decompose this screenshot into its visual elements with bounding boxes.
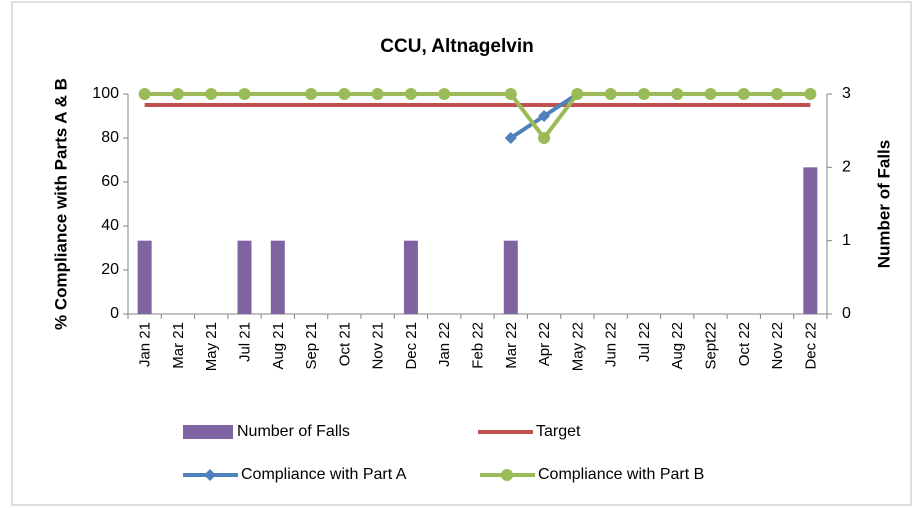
marker: [504, 88, 517, 100]
bar: [803, 167, 818, 314]
x-tick-label: Jun 22: [603, 322, 620, 367]
marker: [205, 88, 218, 100]
x-tick-label: Jan 22: [436, 322, 453, 367]
marker: [538, 110, 551, 122]
x-tick-label: Apr 22: [536, 322, 553, 366]
marker: [804, 88, 817, 100]
marker: [238, 88, 251, 100]
x-tick-label: Nov 22: [769, 322, 786, 370]
marker: [704, 88, 717, 100]
y-tick-label: 60: [101, 173, 119, 190]
x-tick-label: Aug 21: [270, 322, 287, 370]
marker: [138, 88, 151, 100]
marker: [371, 88, 384, 100]
marker: [737, 88, 750, 100]
x-tick-label: Sept22: [702, 322, 719, 370]
y-tick-label: 80: [101, 129, 119, 146]
marker: [571, 88, 584, 100]
y2-tick-label: 2: [842, 159, 851, 176]
legend-label: Target: [536, 423, 581, 440]
marker: [338, 88, 351, 100]
marker: [771, 88, 784, 100]
y-tick-label: 20: [101, 261, 119, 278]
bar: [137, 240, 152, 314]
legend-swatch: [183, 425, 233, 439]
legend-marker: [204, 469, 216, 481]
y-axis-label: % Compliance with Parts A & B: [51, 78, 70, 330]
marker: [171, 88, 184, 100]
bar: [403, 240, 418, 314]
x-tick-label: Nov 21: [370, 322, 387, 370]
legend-label: Compliance with Part A: [241, 466, 407, 483]
x-tick-label: Jul 21: [236, 322, 253, 362]
line: [509, 92, 811, 140]
bar: [237, 240, 252, 314]
marker: [637, 88, 650, 100]
marker: [438, 88, 451, 100]
x-tick-label: Jul 22: [636, 322, 653, 362]
x-tick-label: Sep 21: [303, 322, 320, 370]
y2-tick-label: 0: [842, 305, 851, 322]
marker: [305, 88, 318, 100]
bar: [270, 240, 285, 314]
x-tick-label: Jan 21: [137, 322, 154, 367]
legend-marker: [501, 469, 513, 481]
marker: [404, 88, 417, 100]
x-tick-label: Oct 22: [736, 322, 753, 366]
y-tick-label: 0: [110, 305, 119, 322]
marker: [538, 132, 551, 144]
y2-tick-label: 3: [842, 85, 851, 102]
chart-title: CCU, Altnagelvin: [380, 36, 533, 57]
bar: [503, 240, 518, 314]
x-tick-label: Mar 21: [170, 322, 187, 369]
line: [144, 92, 811, 140]
y-tick-label: 40: [101, 217, 119, 234]
marker: [504, 132, 517, 144]
x-tick-label: Dec 22: [802, 322, 819, 370]
x-tick-label: Mar 22: [503, 322, 520, 369]
x-tick-label: May 21: [203, 322, 220, 371]
marker: [604, 88, 617, 100]
x-tick-label: Dec 21: [403, 322, 420, 370]
legend-label: Number of Falls: [237, 423, 350, 440]
marker: [671, 88, 684, 100]
x-tick-label: May 22: [569, 322, 586, 371]
x-tick-label: Oct 21: [336, 322, 353, 366]
legend-label: Compliance with Part B: [538, 466, 704, 483]
y2-tick-label: 1: [842, 232, 851, 249]
y-tick-label: 100: [92, 85, 119, 102]
chart-border: [11, 1, 912, 506]
x-tick-label: Aug 22: [669, 322, 686, 370]
x-tick-label: Feb 22: [469, 322, 486, 369]
y2-axis-label: Number of Falls: [874, 140, 893, 268]
